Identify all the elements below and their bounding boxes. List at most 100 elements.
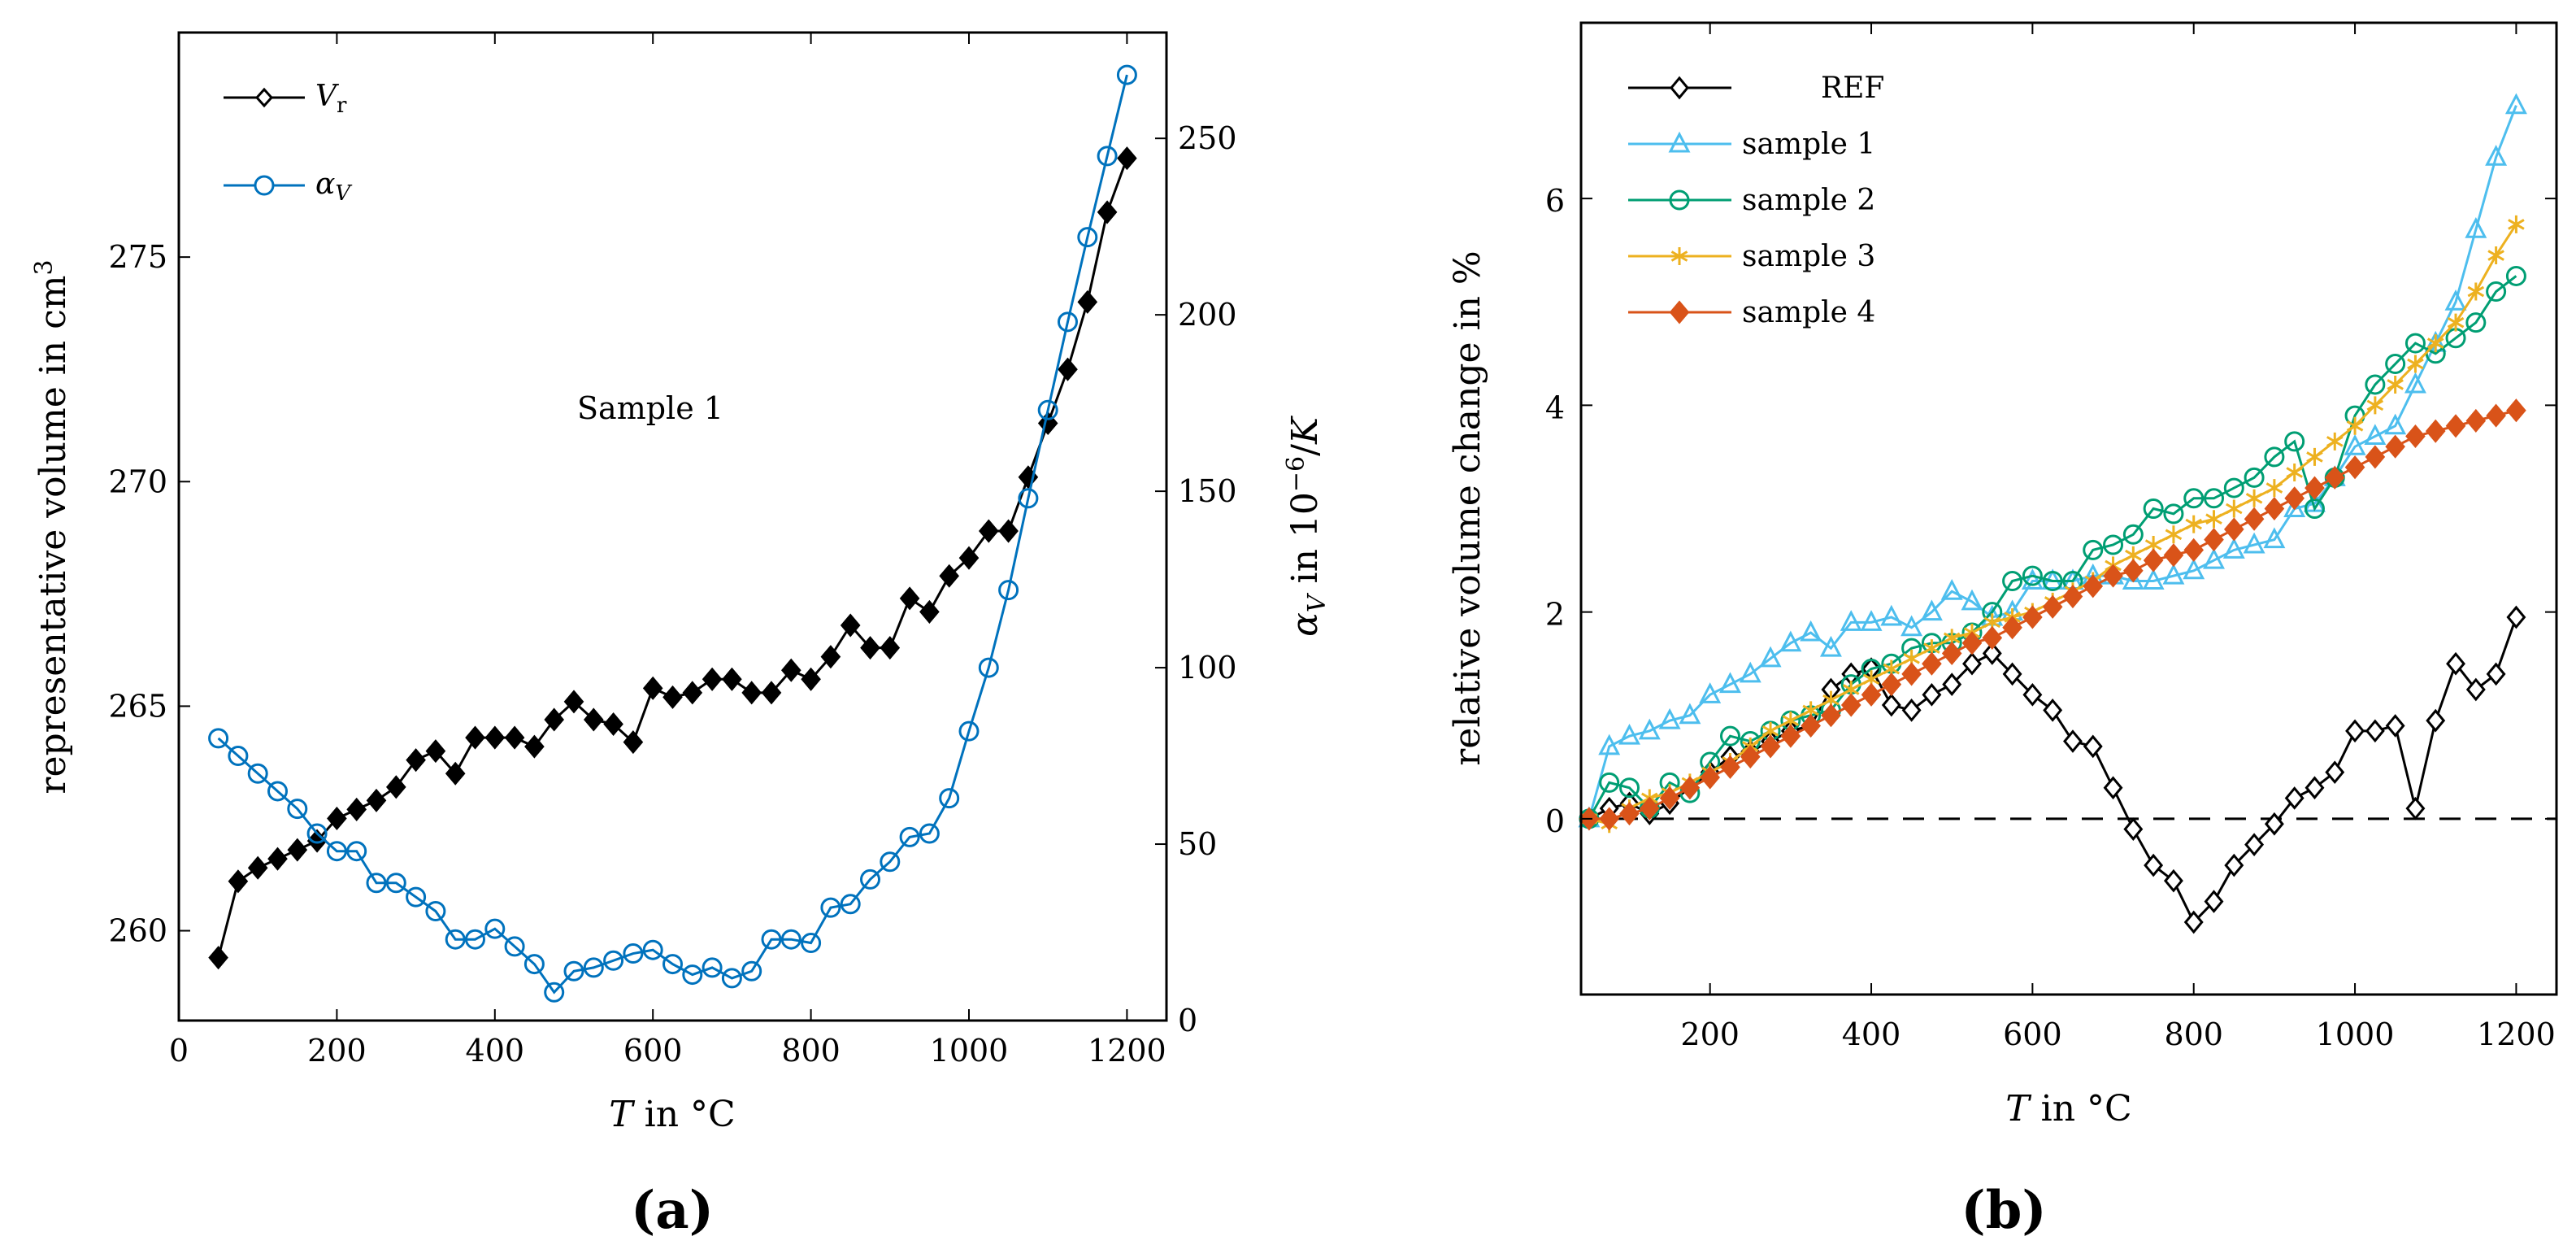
data-point-alpha-v (366, 873, 387, 894)
data-point-sample-1 (1800, 620, 1822, 642)
data-point-sample-1 (1840, 610, 1862, 631)
series-line-alpha-v (217, 74, 1128, 995)
data-point-vr (228, 869, 249, 894)
data-point-sample-3 (2487, 246, 2504, 265)
data-point-vr (1117, 146, 1137, 171)
panel-b-x-axis-title: T in °C (2005, 1088, 2131, 1130)
legend-label-ref: REF (1821, 72, 1884, 105)
data-point-ref (2345, 719, 2365, 743)
data-point-ref (2426, 708, 2446, 733)
data-point-alpha-v (287, 799, 308, 820)
data-point-vr (346, 797, 367, 821)
legend-marker-alpha (254, 175, 275, 196)
data-point-sample-3 (2346, 416, 2364, 435)
data-point-vr (366, 788, 387, 812)
data-point-sample-4 (2042, 594, 2063, 619)
data-point-alpha-v (523, 954, 545, 975)
data-point-alpha-v (780, 929, 801, 950)
data-point-alpha-v (1116, 64, 1137, 85)
data-point-vr (702, 667, 723, 691)
y-left-tick-label: 260 (108, 913, 167, 949)
data-point-sample-1 (1961, 589, 1983, 611)
data-point-sample-2 (2143, 498, 2164, 519)
data-point-sample-1 (2122, 568, 2144, 590)
legend-label-sample-4: sample 4 (1742, 296, 1875, 329)
data-point-sample-3 (2447, 313, 2465, 332)
legend-label-vr: Vr (315, 80, 347, 118)
x-tick-label: 1000 (930, 1033, 1009, 1069)
data-point-vr (563, 690, 584, 714)
data-point-vr (287, 838, 308, 862)
data-point-ref (2103, 776, 2123, 800)
y-right-tick-label: 50 (1178, 826, 1217, 862)
data-point-sample-4 (1801, 713, 1821, 738)
data-point-sample-4 (2022, 605, 2043, 629)
data-point-alpha-v (741, 960, 762, 982)
y-right-tick-label: 0 (1178, 1003, 1197, 1038)
data-point-sample-1 (1699, 682, 1722, 703)
data-point-sample-1 (1598, 733, 1621, 755)
data-point-vr (741, 681, 762, 705)
panel-b-legend: REF sample 1 sample 2 sample 3 sample 4 (1628, 72, 1884, 329)
data-point-ref (2325, 760, 2345, 785)
y-right-tick-label: 100 (1178, 650, 1237, 686)
data-point-vr (504, 725, 525, 750)
data-point-sample-1 (2283, 496, 2306, 517)
data-point-alpha-v (603, 950, 624, 971)
data-point-vr (840, 613, 861, 638)
data-point-alpha-v (326, 841, 347, 862)
panel-a-right-axis-title: αV in 10−6/K (1282, 416, 1331, 637)
x-tick-label: 400 (1842, 1016, 1901, 1052)
data-point-vr (662, 685, 683, 709)
data-point-sample-2 (1599, 772, 1620, 793)
data-point-alpha-v (306, 823, 328, 844)
data-point-sample-3 (2326, 432, 2344, 451)
data-point-vr (820, 645, 841, 669)
data-point-alpha-v (1077, 227, 1098, 248)
x-tick-label: 1000 (2316, 1016, 2395, 1052)
data-point-sample-4 (2143, 548, 2164, 572)
data-point-vr (998, 519, 1019, 543)
data-point-alpha-v (958, 720, 980, 742)
data-point-vr (1097, 200, 1118, 224)
data-point-sample-1 (1901, 615, 1923, 637)
data-point-ref (1982, 642, 2002, 665)
legend-marker-sample-2 (1669, 189, 1690, 211)
data-point-vr (899, 586, 920, 611)
data-point-ref (2486, 662, 2506, 686)
data-point-sample-4 (2002, 616, 2022, 640)
data-point-sample-1 (1880, 604, 1903, 626)
panel-b-ticks: 200 400 600 800 1000 1200 0 2 4 6 (1545, 23, 2556, 1052)
data-point-vr (603, 712, 623, 737)
data-point-ref (2465, 677, 2486, 702)
data-point-sample-2 (2022, 565, 2043, 586)
legend-label-sample-3: sample 3 (1742, 240, 1875, 273)
y-tick-label: 2 (1545, 597, 1565, 633)
data-point-sample-4 (2425, 419, 2446, 443)
x-tick-label: 600 (623, 1033, 683, 1069)
x-tick-label: 200 (307, 1033, 367, 1069)
data-point-sample-4 (2062, 585, 2083, 609)
data-point-ref (1922, 682, 1942, 707)
legend-marker-vr (254, 87, 274, 108)
data-point-vr (939, 564, 960, 588)
data-point-sample-4 (2365, 445, 2386, 469)
data-point-vr (425, 739, 446, 764)
legend-label-sample-2: sample 2 (1742, 184, 1875, 217)
panel-b-plot-frame (1579, 21, 2558, 996)
data-point-sample-3 (2387, 375, 2404, 394)
data-point-alpha-v (721, 968, 742, 989)
panel-a-chart: 0 200 400 600 800 1000 1200 260 265 270 275 0 50 100 1… (30, 31, 1331, 1241)
data-point-sample-4 (1760, 734, 1781, 759)
data-point-sample-2 (2103, 534, 2124, 555)
data-point-sample-1 (2203, 547, 2225, 569)
data-point-vr (780, 658, 801, 682)
data-point-vr (761, 681, 782, 705)
x-tick-label: 400 (466, 1033, 525, 1069)
data-point-vr (208, 946, 228, 970)
data-point-sample-4 (1700, 765, 1720, 790)
data-point-alpha-v (642, 939, 663, 960)
data-point-sample-4 (1679, 776, 1701, 800)
data-point-sample-1 (2364, 424, 2387, 446)
